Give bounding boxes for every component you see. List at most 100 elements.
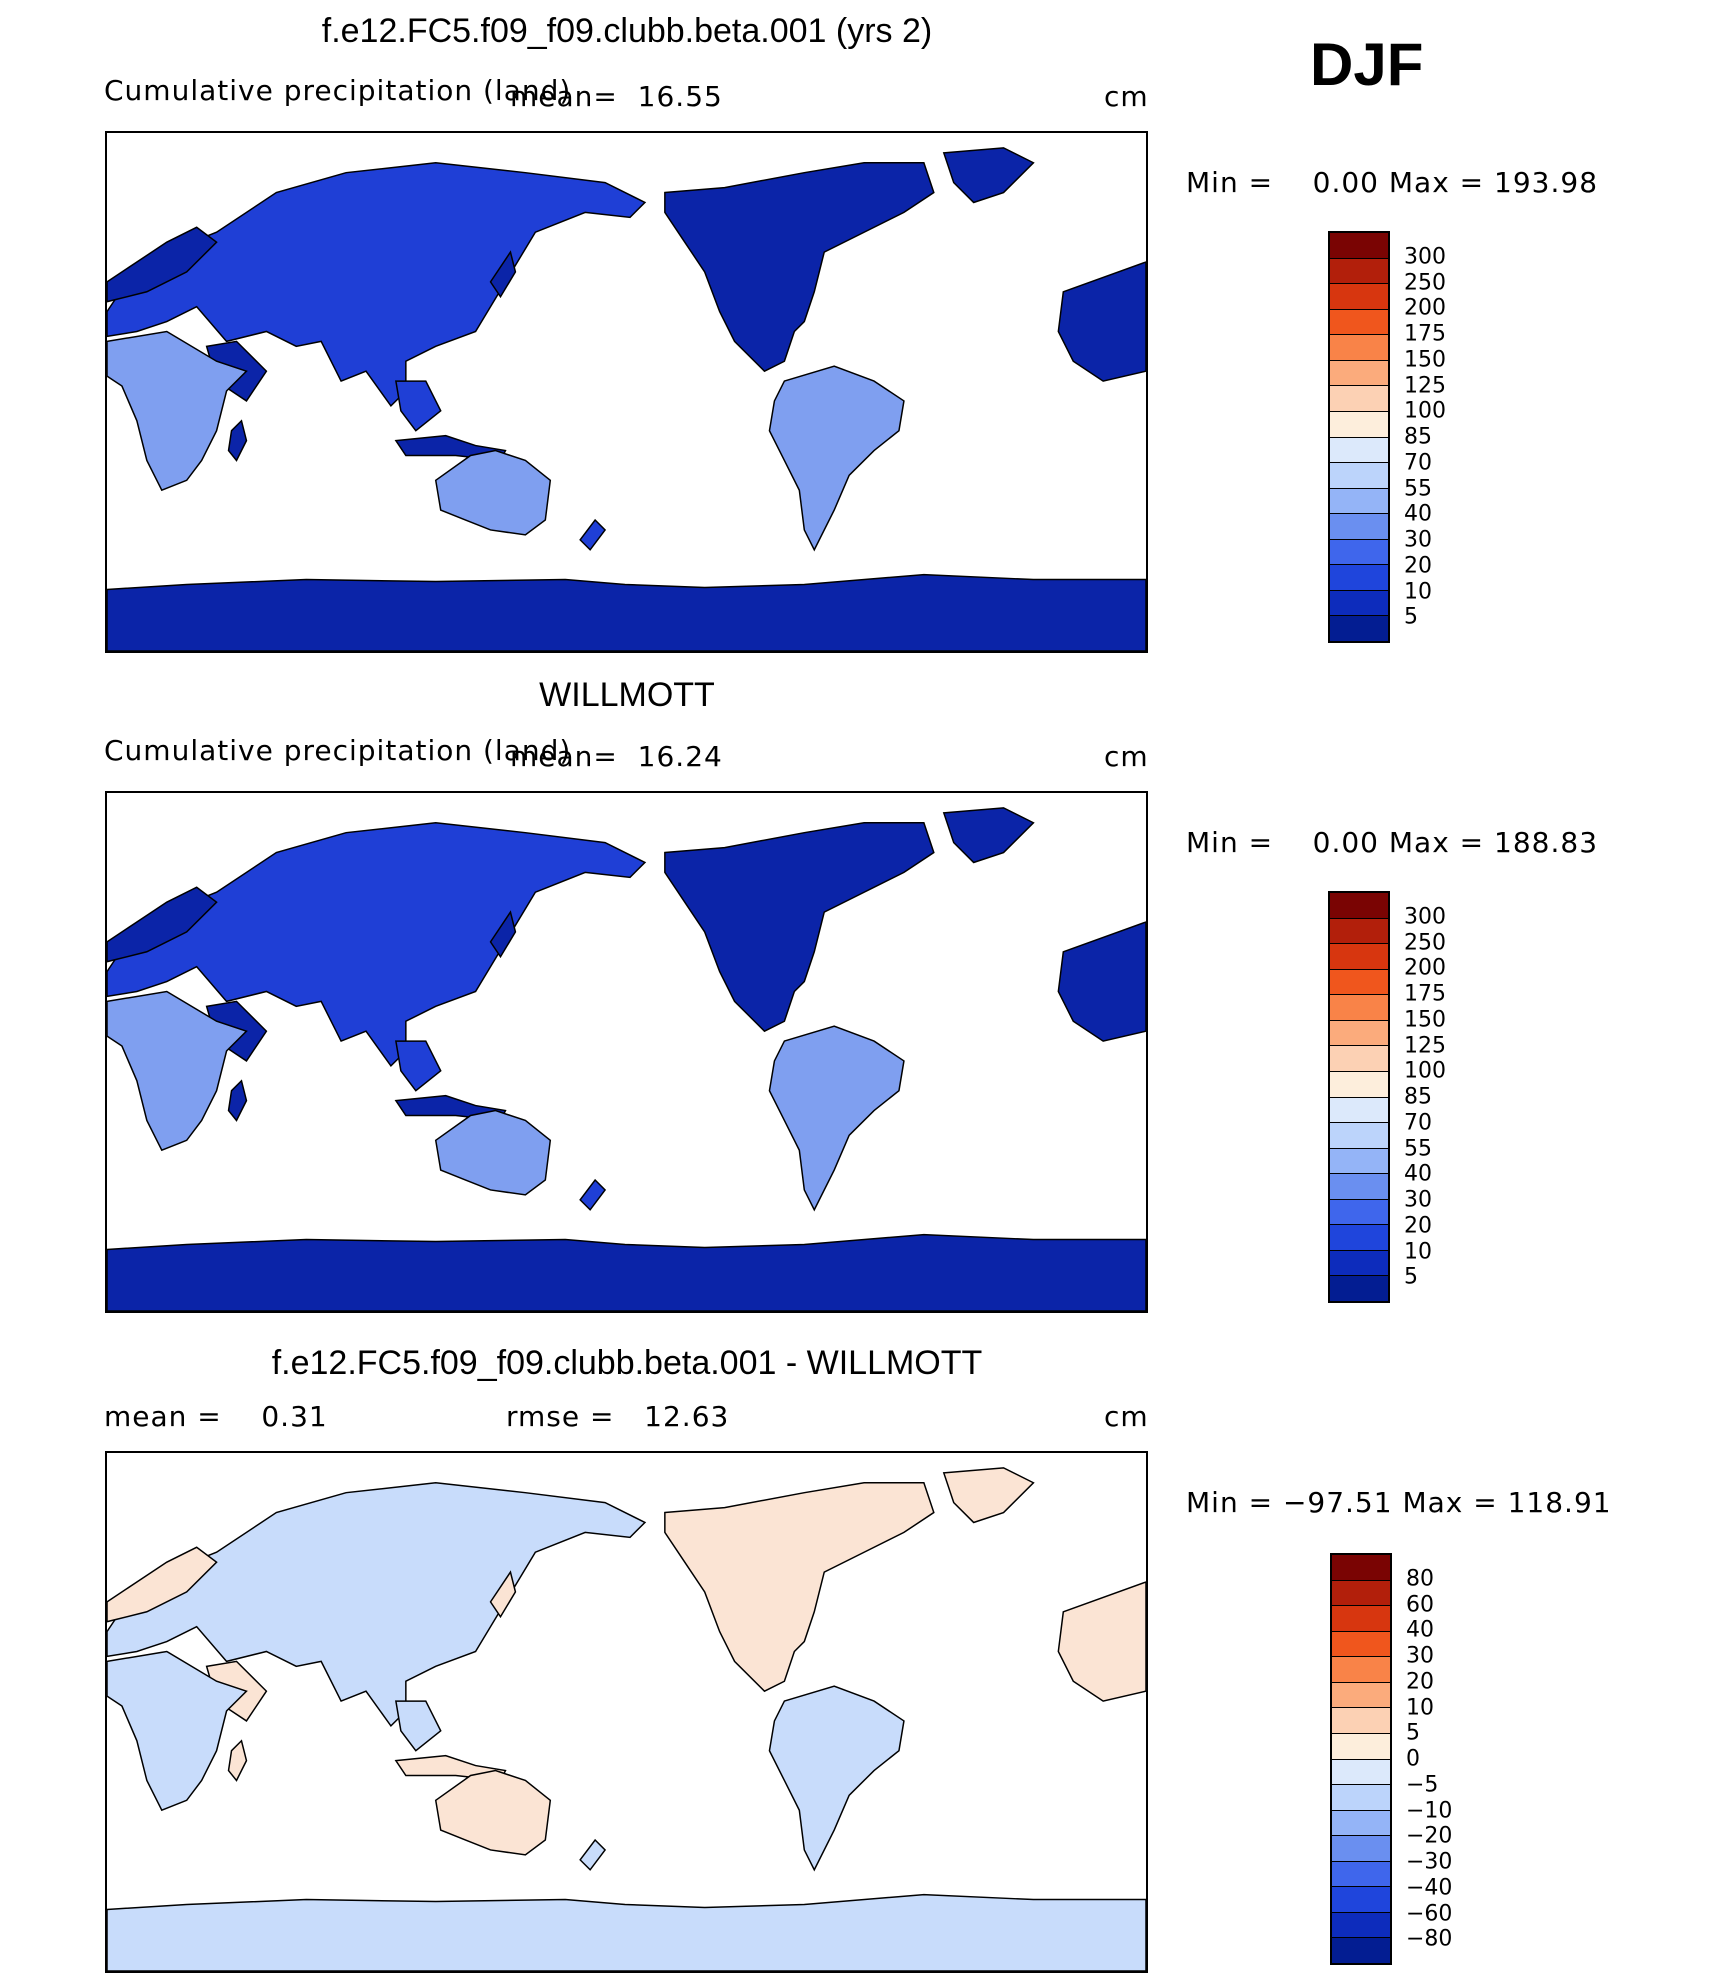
colorbar-tick-label: −30	[1406, 1849, 1453, 1875]
landmass-madagascar	[227, 419, 248, 462]
panel-3-minmax: Min = −97.51 Max = 118.91	[1186, 1486, 1612, 1519]
colorbar-swatch	[1330, 1046, 1388, 1072]
colorbar-swatch	[1330, 944, 1388, 970]
colorbar-tick-label: 30	[1404, 527, 1432, 553]
colorbar-tick-label: 10	[1404, 1239, 1432, 1264]
landmass-seasia	[395, 1040, 442, 1092]
colorbar-swatch	[1330, 284, 1388, 310]
colorbar-swatch	[1330, 514, 1388, 540]
colorbar-swatch	[1330, 1250, 1388, 1277]
landmass-europe	[107, 886, 218, 963]
colorbar-tick-label: 175	[1404, 981, 1446, 1007]
colorbar-tick-label: 5	[1404, 1264, 1418, 1290]
colorbar-swatch	[1330, 360, 1388, 387]
colorbar-swatch	[1330, 1276, 1388, 1301]
colorbar-swatch	[1330, 1225, 1388, 1251]
colorbar-swatch	[1330, 488, 1388, 515]
panel-1-mean: mean= 16.55	[510, 80, 723, 113]
colorbar-tick-label: 100	[1404, 398, 1446, 424]
colorbar-swatch	[1332, 1810, 1390, 1837]
colorbar-tick-label: 55	[1404, 476, 1432, 501]
colorbar-swatch	[1330, 258, 1388, 285]
colorbar-tick-label: 150	[1404, 1007, 1446, 1033]
colorbar-tick-label: 40	[1404, 1161, 1432, 1187]
colorbar-swatch	[1332, 1759, 1390, 1786]
panel-2-units: cm	[1104, 740, 1149, 773]
colorbar-swatch	[1330, 463, 1388, 489]
colorbar-tick-label: 0	[1406, 1746, 1420, 1772]
world-map	[107, 147, 1146, 651]
colorbar-swatch	[1330, 1071, 1388, 1098]
panel-2-map	[105, 791, 1148, 1313]
panel-1-colorbar	[1328, 231, 1390, 643]
colorbar-swatch	[1332, 1631, 1390, 1658]
panel-2-colorbar	[1328, 891, 1390, 1303]
colorbar-swatch	[1330, 1020, 1388, 1047]
colorbar-tick-label: 250	[1404, 930, 1446, 955]
landmass-japan	[489, 250, 517, 299]
colorbar-swatch	[1330, 995, 1388, 1021]
panel-3-map	[105, 1451, 1148, 1973]
landmass-westafrica	[1057, 1581, 1146, 1702]
panel-2-minmax: Min = 0.00 Max = 188.83	[1186, 826, 1599, 859]
landmass-seasia	[395, 1700, 442, 1752]
panel-3-rmse: rmse = 12.63	[506, 1400, 730, 1433]
panel-1-field-label: Cumulative precipitation (land)	[104, 74, 572, 107]
landmass-antarctica	[107, 573, 1146, 651]
panel-3-units: cm	[1104, 1400, 1149, 1433]
colorbar-swatch	[1330, 233, 1388, 259]
colorbar-swatch	[1330, 616, 1388, 641]
colorbar-swatch	[1332, 1708, 1390, 1734]
colorbar-tick-label: 100	[1404, 1058, 1446, 1084]
colorbar-swatch	[1330, 1199, 1388, 1226]
landmass-eurasia	[107, 162, 647, 408]
panel-3-title: f.e12.FC5.f09_f09.clubb.beta.001 - WILLM…	[271, 1344, 983, 1382]
colorbar-tick-label: 125	[1404, 373, 1446, 398]
colorbar-tick-label: 30	[1406, 1643, 1434, 1669]
landmass-antarctica	[107, 1233, 1146, 1311]
colorbar-swatch	[1332, 1682, 1390, 1709]
landmass-europe	[107, 226, 218, 303]
colorbar-tick-label: 60	[1406, 1592, 1434, 1617]
colorbar-swatch	[1330, 386, 1388, 412]
colorbar-swatch	[1330, 893, 1388, 919]
colorbar-swatch	[1332, 1785, 1390, 1811]
panel-2-title: WILLMOTT	[539, 676, 715, 714]
panel-1-title: f.e12.FC5.f09_f09.clubb.beta.001 (yrs 2)	[321, 12, 933, 50]
world-map	[107, 807, 1146, 1311]
colorbar-tick-label: 30	[1404, 1187, 1432, 1213]
colorbar-swatch	[1332, 1606, 1390, 1632]
landmass-japan	[489, 1570, 517, 1619]
colorbar-swatch	[1330, 1123, 1388, 1149]
colorbar-tick-label: 20	[1404, 553, 1432, 579]
colorbar-swatch	[1332, 1938, 1390, 1963]
landmass-samerica	[768, 1025, 905, 1212]
panel-1-units: cm	[1104, 80, 1149, 113]
landmass-samerica	[768, 1685, 905, 1872]
landmass-namerica	[664, 822, 935, 1033]
panel-3-mean: mean = 0.31	[104, 1400, 328, 1433]
colorbar-tick-label: 20	[1404, 1213, 1432, 1239]
season-label: DJF	[1310, 31, 1424, 98]
panel-1-map	[105, 131, 1148, 653]
landmass-namerica	[664, 162, 935, 373]
landmass-westafrica	[1057, 921, 1146, 1042]
colorbar-tick-label: 40	[1404, 501, 1432, 527]
colorbar-tick-label: 250	[1404, 270, 1446, 295]
colorbar-swatch	[1330, 590, 1388, 617]
colorbar-tick-label: 20	[1406, 1669, 1434, 1695]
colorbar-swatch	[1330, 411, 1388, 438]
landmass-eurasia	[107, 822, 647, 1068]
colorbar-swatch	[1330, 335, 1388, 361]
colorbar-tick-label: 200	[1404, 295, 1446, 321]
colorbar-tick-label: 70	[1404, 450, 1432, 476]
landmass-japan	[489, 910, 517, 959]
colorbar-tick-label: 10	[1404, 579, 1432, 604]
landmass-antarctica	[107, 1893, 1146, 1971]
landmass-nz	[579, 1178, 607, 1211]
colorbar-swatch	[1330, 437, 1388, 464]
colorbar-tick-label: 300	[1404, 244, 1446, 270]
colorbar-swatch	[1330, 969, 1388, 996]
landmass-greenland	[942, 147, 1035, 204]
colorbar-swatch	[1332, 1657, 1390, 1683]
